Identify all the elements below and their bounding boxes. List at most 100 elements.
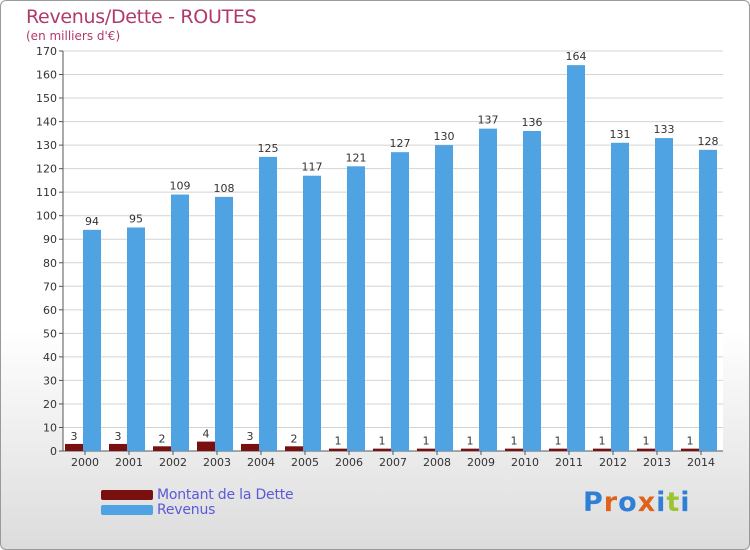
data-label-revenus: 117 <box>302 161 323 174</box>
bar-dette <box>637 448 655 451</box>
y-tick-label: 110 <box>36 186 57 199</box>
y-tick-label: 20 <box>43 398 57 411</box>
data-label-dette: 1 <box>379 435 386 448</box>
bar-revenus <box>611 142 629 451</box>
bar-dette <box>241 443 259 451</box>
data-label-dette: 3 <box>247 430 254 443</box>
data-label-revenus: 95 <box>129 212 143 225</box>
bar-dette <box>109 443 127 451</box>
y-tick-label: 170 <box>36 45 57 58</box>
data-label-dette: 2 <box>159 432 166 445</box>
bar-revenus <box>127 227 145 451</box>
data-label-revenus: 128 <box>698 135 719 148</box>
x-tick-label: 2004 <box>247 456 275 469</box>
data-label-dette: 1 <box>335 435 342 448</box>
y-tick-label: 100 <box>36 210 57 223</box>
logo-letter: i <box>656 487 667 518</box>
bar-revenus <box>435 145 453 451</box>
bar-dette <box>549 448 567 451</box>
bar-revenus <box>567 65 585 451</box>
y-tick-label: 150 <box>36 92 57 105</box>
data-label-revenus: 125 <box>258 142 279 155</box>
y-tick-label: 50 <box>43 327 57 340</box>
x-tick-label: 2003 <box>203 456 231 469</box>
data-label-dette: 4 <box>203 428 210 441</box>
bar-dette <box>285 446 303 451</box>
y-tick-label: 10 <box>43 421 57 434</box>
x-tick-label: 2000 <box>71 456 99 469</box>
data-label-dette: 3 <box>115 430 122 443</box>
y-tick-label: 0 <box>50 445 57 458</box>
bar-revenus <box>699 149 717 451</box>
y-tick-label: 160 <box>36 69 57 82</box>
data-label-dette: 1 <box>687 435 694 448</box>
x-tick-label: 2005 <box>291 456 319 469</box>
chart-title: Revenus/Dette - ROUTES <box>26 6 257 28</box>
logo-letter: x <box>637 487 657 518</box>
bar-revenus <box>347 166 365 451</box>
data-label-revenus: 130 <box>434 130 455 143</box>
y-tick-label: 120 <box>36 163 57 176</box>
legend-swatch-revenus <box>101 505 153 515</box>
bar-revenus <box>655 138 673 451</box>
data-label-dette: 1 <box>467 435 474 448</box>
bar-revenus <box>83 229 101 451</box>
y-tick-label: 30 <box>43 374 57 387</box>
logo-letter: t <box>666 487 681 518</box>
legend-swatch-dette <box>101 490 153 500</box>
x-tick-label: 2010 <box>511 456 539 469</box>
bar-revenus <box>171 194 189 451</box>
y-tick-label: 90 <box>43 233 57 246</box>
bar-dette <box>197 441 215 451</box>
bar-revenus <box>215 196 233 451</box>
y-tick-label: 140 <box>36 116 57 129</box>
logo-letter: r <box>603 487 619 518</box>
bar-dette <box>505 448 523 451</box>
y-tick-label: 40 <box>43 351 57 364</box>
data-label-revenus: 109 <box>170 180 191 193</box>
data-label-dette: 1 <box>423 435 430 448</box>
data-label-revenus: 121 <box>346 151 367 164</box>
data-label-dette: 1 <box>643 435 650 448</box>
bar-dette <box>681 448 699 451</box>
x-tick-label: 2013 <box>643 456 671 469</box>
bar-dette <box>329 448 347 451</box>
y-tick-label: 70 <box>43 280 57 293</box>
data-label-dette: 1 <box>555 435 562 448</box>
x-tick-label: 2011 <box>555 456 583 469</box>
bar-revenus <box>303 175 321 452</box>
bar-revenus <box>259 156 277 451</box>
y-tick-label: 60 <box>43 304 57 317</box>
chart-subtitle: (en milliers d'€) <box>26 29 121 43</box>
x-tick-label: 2001 <box>115 456 143 469</box>
data-label-revenus: 136 <box>522 116 543 129</box>
legend-label-revenus: Revenus <box>157 502 216 518</box>
logo-letter: i <box>680 487 691 518</box>
logo-letter: o <box>618 487 638 518</box>
data-label-revenus: 131 <box>610 128 631 141</box>
x-tick-label: 2007 <box>379 456 407 469</box>
bar-revenus <box>523 131 541 451</box>
y-tick-label: 130 <box>36 139 57 152</box>
x-tick-label: 2014 <box>687 456 715 469</box>
data-label-dette: 2 <box>291 432 298 445</box>
data-label-revenus: 164 <box>566 50 587 63</box>
data-label-revenus: 133 <box>654 123 675 136</box>
bar-dette <box>65 443 83 451</box>
bar-dette <box>461 448 479 451</box>
x-tick-label: 2012 <box>599 456 627 469</box>
y-tick-label: 80 <box>43 257 57 270</box>
data-label-revenus: 94 <box>85 215 99 228</box>
logo-letter: P <box>583 487 604 518</box>
bar-dette <box>417 448 435 451</box>
bar-revenus <box>479 128 497 451</box>
data-label-revenus: 108 <box>214 182 235 195</box>
bar-dette <box>373 448 391 451</box>
x-tick-label: 2006 <box>335 456 363 469</box>
data-label-revenus: 127 <box>390 137 411 150</box>
data-label-dette: 1 <box>511 435 518 448</box>
legend-label-dette: Montant de la Dette <box>157 487 294 503</box>
data-label-revenus: 137 <box>478 114 499 127</box>
